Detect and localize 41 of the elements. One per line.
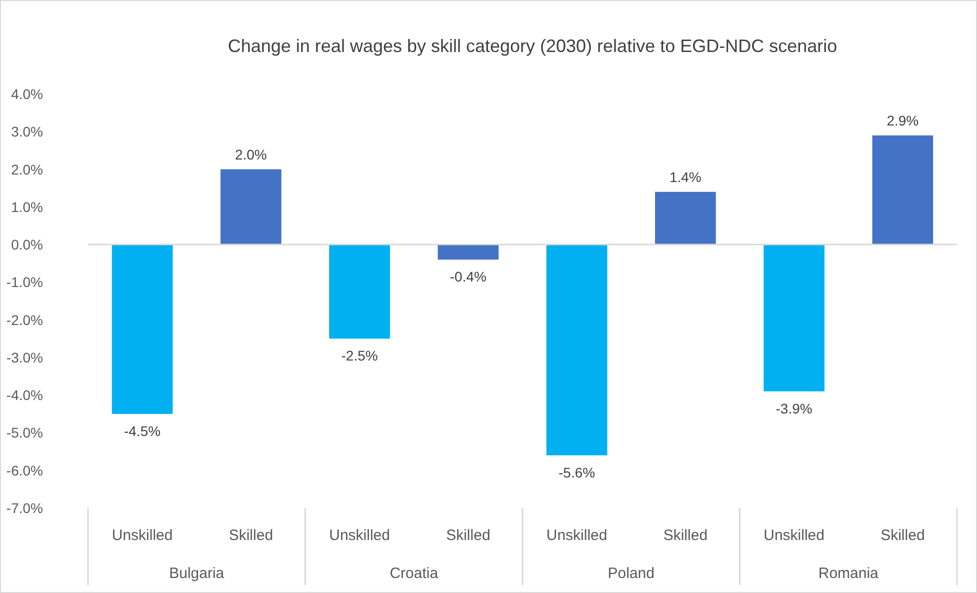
y-tick-label: -6.0% (6, 462, 43, 478)
x-tick-label: Unskilled (546, 527, 608, 544)
data-label: -3.9% (776, 400, 812, 416)
bar (112, 244, 173, 414)
y-tick-label: -2.0% (6, 312, 43, 328)
x-tick-label: Unskilled (112, 527, 173, 544)
x-tick-label: Skilled (446, 527, 490, 544)
y-tick-label: -5.0% (6, 424, 43, 441)
y-tick-label: -3.0% (6, 349, 43, 366)
y-tick-label: 1.0% (11, 198, 43, 215)
x-tick-label: Unskilled (764, 527, 824, 544)
y-tick-label: 0.0% (11, 236, 43, 253)
data-label: 2.0% (234, 146, 267, 162)
data-label: -0.4% (450, 268, 486, 285)
bar (764, 244, 824, 392)
y-tick-label: -7.0% (6, 500, 43, 516)
bar (220, 169, 282, 245)
x-tick-label: Skilled (880, 527, 925, 544)
x-tick-label: Skilled (228, 527, 274, 544)
data-label: -2.5% (341, 348, 378, 364)
y-tick-label: 4.0% (11, 86, 43, 102)
x-tick-label: Skilled (663, 527, 708, 544)
bar (655, 192, 716, 245)
text: Bulgaria (169, 565, 225, 582)
y-tick-label: -1.0% (6, 274, 43, 290)
chart-title: Change in real wages by skill category (2030) relative to EGD-NDC scenario (228, 36, 838, 56)
bar (438, 244, 499, 260)
text: Romania (818, 565, 880, 582)
bar (546, 244, 608, 456)
data-label: 1.4% (669, 168, 702, 185)
data-label: -4.5% (124, 422, 161, 439)
text: Croatia (390, 565, 439, 582)
bar (872, 135, 934, 245)
data-label: -5.6% (558, 464, 596, 480)
text: Poland (608, 565, 654, 582)
y-tick-label: 3.0% (11, 124, 43, 140)
data-label: 2.9% (886, 112, 919, 128)
bar (329, 244, 390, 339)
y-tick-label: 2.0% (11, 161, 43, 178)
y-tick-label: -4.0% (6, 387, 43, 404)
x-tick-label: Unskilled (329, 527, 390, 544)
